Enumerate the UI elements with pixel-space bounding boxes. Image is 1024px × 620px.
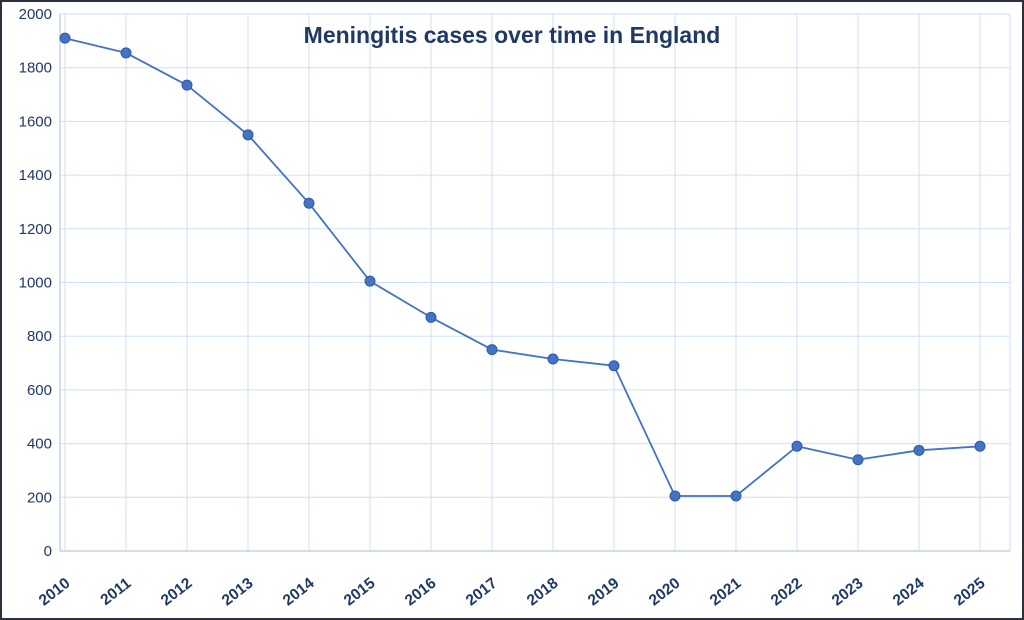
data-point bbox=[974, 440, 986, 452]
y-tick-label: 0 bbox=[44, 543, 52, 560]
x-tick-label: 2022 bbox=[768, 575, 806, 610]
x-tick-label: 2012 bbox=[158, 575, 196, 610]
x-tick-label: 2019 bbox=[585, 575, 623, 610]
x-tick-label: 2018 bbox=[524, 575, 562, 610]
data-point bbox=[547, 353, 559, 365]
x-tick-label: 2020 bbox=[646, 575, 684, 610]
data-point bbox=[120, 47, 132, 59]
data-point bbox=[669, 490, 681, 502]
data-point bbox=[425, 311, 437, 323]
y-tick-label: 1600 bbox=[19, 113, 52, 130]
y-tick-label: 400 bbox=[27, 436, 52, 453]
data-point bbox=[730, 490, 742, 502]
data-point bbox=[791, 440, 803, 452]
y-tick-label: 1800 bbox=[19, 60, 52, 77]
x-tick-label: 2023 bbox=[829, 575, 867, 610]
x-tick-label: 2016 bbox=[402, 575, 440, 610]
series-line bbox=[64, 37, 981, 497]
y-tick-label: 800 bbox=[27, 328, 52, 345]
data-point bbox=[364, 275, 376, 287]
y-tick-label: 2000 bbox=[19, 6, 52, 23]
x-tick-label: 2024 bbox=[890, 575, 928, 610]
y-tick-label: 1000 bbox=[19, 275, 52, 292]
x-tick-label: 2017 bbox=[463, 575, 501, 610]
y-tick-label: 1200 bbox=[19, 221, 52, 238]
data-point bbox=[181, 79, 193, 91]
y-tick-label: 200 bbox=[27, 489, 52, 506]
data-point bbox=[59, 32, 71, 44]
data-point bbox=[852, 454, 864, 466]
y-tick-label: 600 bbox=[27, 382, 52, 399]
data-point bbox=[486, 344, 498, 356]
x-tick-label: 2013 bbox=[219, 575, 257, 610]
x-tick-label: 2021 bbox=[707, 575, 745, 610]
x-tick-label: 2015 bbox=[341, 575, 379, 610]
x-tick-label: 2010 bbox=[36, 575, 74, 610]
data-point bbox=[913, 444, 925, 456]
x-tick-label: 2011 bbox=[97, 575, 134, 609]
x-tick-label: 2025 bbox=[951, 575, 989, 610]
y-tick-label: 1400 bbox=[19, 167, 52, 184]
x-tick-label: 2014 bbox=[280, 575, 318, 610]
data-point bbox=[303, 197, 315, 209]
data-point bbox=[242, 129, 254, 141]
data-point bbox=[608, 360, 620, 372]
